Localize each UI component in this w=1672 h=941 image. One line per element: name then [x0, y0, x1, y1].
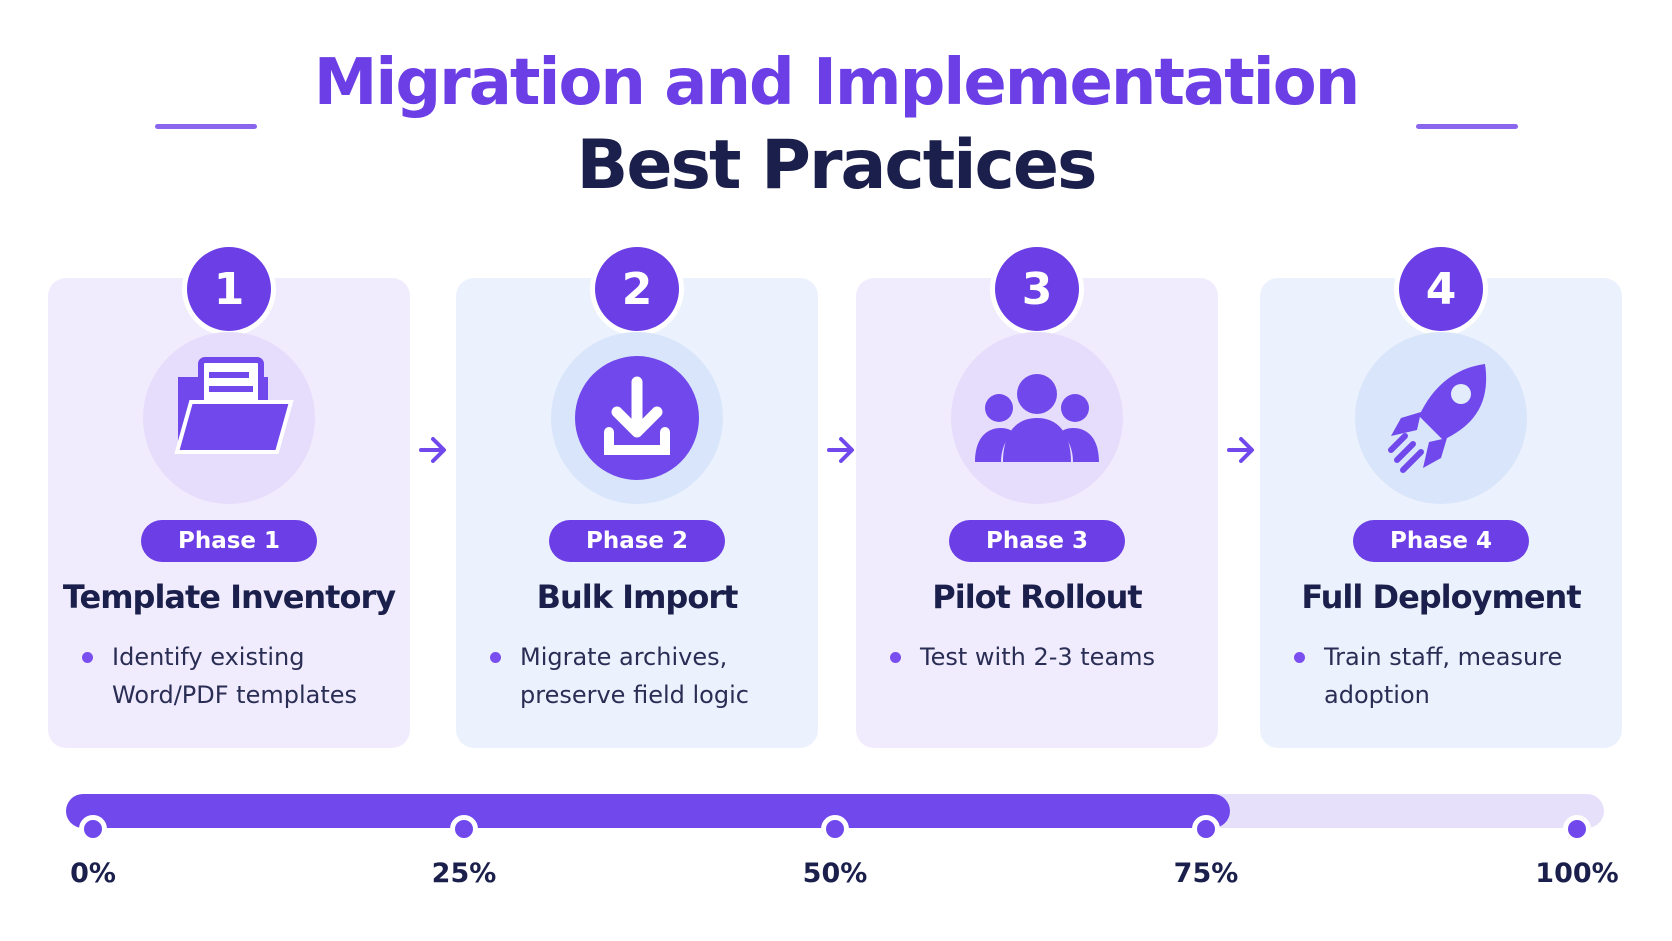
- progress-tick: [79, 815, 107, 843]
- icon: [1388, 364, 1487, 473]
- progress-tick: [450, 815, 478, 843]
- phase-icon: [551, 332, 723, 504]
- phase-bullet: Test with 2-3 teams: [886, 638, 1186, 676]
- phase-label: Phase 3: [949, 520, 1125, 562]
- phase-title: Template Inventory: [62, 578, 396, 616]
- phase-label: Phase 2: [549, 520, 725, 562]
- arrow-icon: [827, 437, 854, 463]
- phase-number: 1: [182, 242, 276, 336]
- phase-title: Pilot Rollout: [932, 578, 1142, 616]
- phase-bullet: Train staff, measure adoption: [1290, 638, 1590, 714]
- phase-icon: [143, 332, 315, 504]
- phase-icon: [951, 332, 1123, 504]
- phase-bullet: Migrate archives, preserve field logic: [486, 638, 786, 714]
- progress-label: 0%: [70, 858, 116, 889]
- phase-number: 2: [590, 242, 684, 336]
- phase-bullet: Identify existing Word/PDF templates: [78, 638, 378, 714]
- icon: [174, 357, 294, 454]
- progress-fill: [66, 794, 1230, 828]
- phase-title: Bulk Import: [536, 578, 739, 616]
- phase-label: Phase 1: [141, 520, 317, 562]
- arrow: [826, 430, 856, 474]
- icon: [575, 356, 699, 480]
- phase-label: Phase 4: [1353, 520, 1529, 562]
- title-decoration: [1416, 124, 1518, 129]
- progress-label: 100%: [1535, 858, 1619, 889]
- phase-icon: [1355, 332, 1527, 504]
- phase-number: 4: [1394, 242, 1488, 336]
- progress-label: 25%: [431, 858, 497, 889]
- progress-tick: [1192, 815, 1220, 843]
- arrow-icon: [1227, 437, 1254, 463]
- subtitle: Best Practices: [576, 126, 1098, 205]
- phase-number: 3: [990, 242, 1084, 336]
- arrow: [1226, 430, 1256, 474]
- title: Migration and Implementation: [313, 46, 1361, 120]
- icon: [975, 374, 1099, 462]
- phase-title: Full Deployment: [1301, 578, 1581, 616]
- progress-tick: [821, 815, 849, 843]
- progress-label: 50%: [802, 858, 868, 889]
- progress-label: 75%: [1173, 858, 1239, 889]
- progress-tick: [1563, 815, 1591, 843]
- title-decoration: [155, 124, 257, 129]
- arrow-icon: [419, 437, 446, 463]
- arrow: [418, 430, 448, 474]
